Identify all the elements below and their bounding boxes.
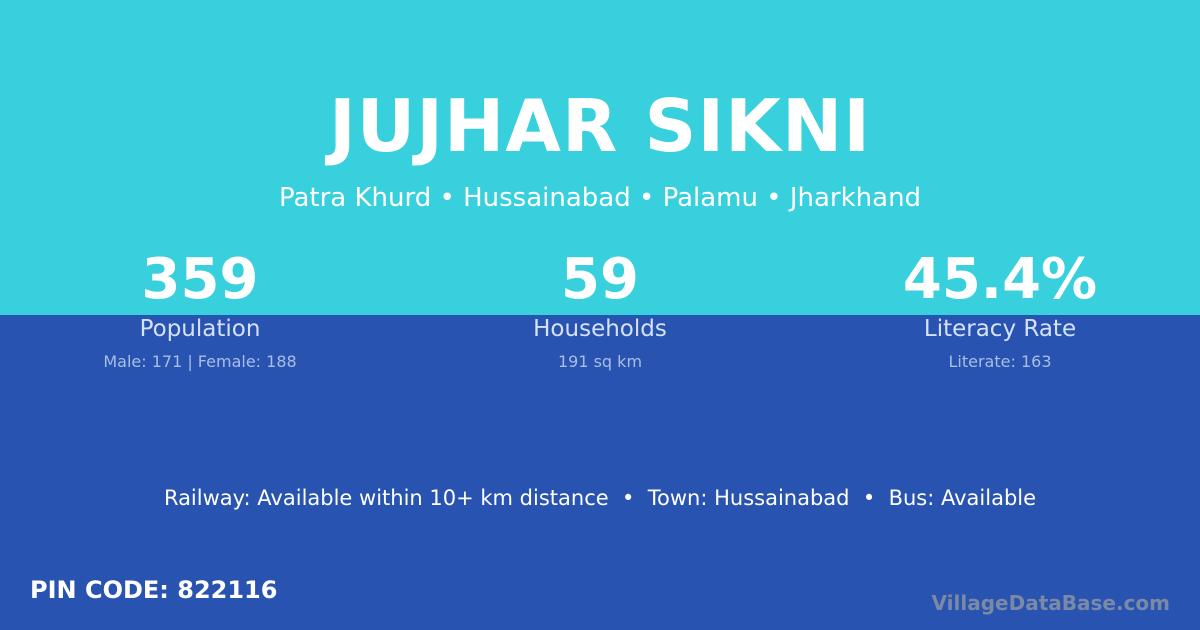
village-title: JUJHAR SIKNI: [328, 84, 871, 168]
stat-value: 59: [561, 247, 639, 312]
header-band: [0, 0, 1200, 315]
stat-label: Households: [533, 316, 667, 342]
stat-detail: 191 sq km: [557, 352, 643, 371]
location-breadcrumb: Patra Khurd • Hussainabad • Palamu • Jha…: [278, 183, 922, 213]
stat-label: Literacy Rate: [923, 316, 1077, 342]
stat-population: 359 Population Male: 171 | Female: 188: [0, 247, 400, 372]
stat-value: 45.4%: [902, 247, 1098, 312]
stat-detail: Male: 171 | Female: 188: [103, 352, 297, 371]
stat-detail: Literate: 163: [948, 352, 1052, 371]
stat-value: 359: [141, 247, 259, 312]
amenities-line: Railway: Available within 10+ km distanc…: [163, 486, 1037, 510]
pin-code: PIN CODE: 822116: [30, 576, 278, 604]
stat-label: Population: [139, 316, 261, 342]
stat-literacy: 45.4% Literacy Rate Literate: 163: [800, 247, 1200, 372]
stat-households: 59 Households 191 sq km: [400, 247, 800, 372]
watermark: VillageDataBase.com: [931, 591, 1170, 615]
